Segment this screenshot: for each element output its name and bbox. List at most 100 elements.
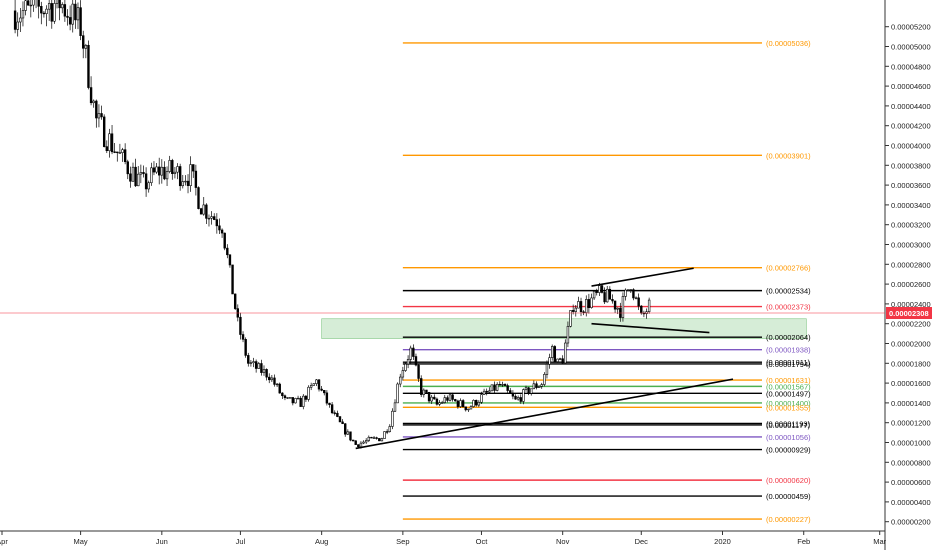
candle-body <box>315 379 318 384</box>
x-tick-label: 2020 <box>714 537 731 546</box>
y-tick-label: 0.00000200 <box>891 518 931 527</box>
candle-body <box>168 160 171 172</box>
level-label: (0.00002064) <box>766 333 811 342</box>
candle-body <box>532 383 536 390</box>
candle-body <box>574 307 577 312</box>
candle-body <box>422 389 426 395</box>
level-label: (0.00002534) <box>766 287 811 296</box>
candle-body <box>71 3 74 25</box>
candle-body <box>32 0 35 6</box>
candle-body <box>254 361 258 369</box>
candle-body <box>524 387 528 390</box>
candle-body <box>116 151 119 154</box>
x-tick-label: Jun <box>156 537 168 546</box>
level-label: (0.00003901) <box>766 151 811 160</box>
candle-body <box>351 439 355 442</box>
x-tick-label: May <box>74 537 88 546</box>
candle-body <box>511 393 515 397</box>
candle-body <box>438 402 441 405</box>
candle-body <box>171 160 174 174</box>
candle-body <box>220 229 224 234</box>
candle-body <box>587 299 591 308</box>
candle-body <box>333 412 336 414</box>
candle-body <box>304 395 308 400</box>
candle-body <box>600 285 604 293</box>
candle-body <box>632 289 635 299</box>
candle-body <box>514 395 517 400</box>
candle-body <box>621 296 625 318</box>
candle-body <box>364 440 368 443</box>
candle-body <box>446 397 449 401</box>
candle-body <box>118 152 122 154</box>
candle-body <box>540 384 543 387</box>
trendline[interactable] <box>591 267 694 287</box>
level-label: (0.00001938) <box>766 346 811 355</box>
candle-body <box>613 300 617 310</box>
candle-body <box>522 389 525 402</box>
candle-body <box>482 390 486 395</box>
y-tick-label: 0.00004600 <box>891 82 931 91</box>
candle-body <box>553 346 557 362</box>
candle-body <box>516 397 520 400</box>
x-tick-label: Feb <box>797 537 810 546</box>
level-label: (0.00005036) <box>766 39 811 48</box>
candle-body <box>160 166 164 176</box>
candle-body <box>647 299 651 312</box>
candle-body <box>330 404 334 414</box>
candle-body <box>199 208 203 215</box>
candle-body <box>569 310 572 327</box>
candle-body <box>564 342 567 364</box>
candle-body <box>443 397 446 403</box>
candle-body <box>123 149 127 163</box>
y-tick-label: 0.00001200 <box>891 419 931 428</box>
candle-body <box>262 369 266 373</box>
level-label: (0.00002373) <box>766 303 811 312</box>
candle-body <box>181 181 184 187</box>
level-label: (0.00001497) <box>766 389 811 398</box>
candle-body <box>506 385 509 391</box>
candle-body <box>233 293 237 309</box>
trendline[interactable] <box>355 378 734 450</box>
candle-body <box>50 3 53 22</box>
level-label: (0.00001811) <box>766 358 811 367</box>
candle-body <box>590 297 593 308</box>
x-tick-label: Oct <box>476 537 489 546</box>
candle-body <box>598 285 601 293</box>
candle-body <box>137 173 140 187</box>
candle-body <box>260 363 263 373</box>
candle-body <box>456 400 460 407</box>
candle-body <box>129 173 132 182</box>
candle-body <box>100 113 103 118</box>
candle-body <box>430 396 433 402</box>
x-tick-label: Mar <box>873 537 886 546</box>
candle-body <box>488 390 491 393</box>
candle-body <box>108 133 111 152</box>
y-tick-label: 0.00003200 <box>891 221 931 230</box>
candle-body <box>399 376 402 385</box>
candle-body <box>152 167 156 173</box>
candle-body <box>317 379 321 390</box>
candle-body <box>409 347 412 360</box>
y-tick-label: 0.00000400 <box>891 498 931 507</box>
candle-body <box>480 394 483 403</box>
candle-body <box>79 7 82 36</box>
candle-body <box>367 436 370 441</box>
candle-body <box>24 0 27 11</box>
level-label: (0.00001355) <box>766 403 811 412</box>
candle-body <box>349 431 352 441</box>
x-tick-label: Nov <box>556 537 570 546</box>
candle-body <box>89 87 93 104</box>
candle-body <box>213 216 216 220</box>
candle-body <box>582 311 585 313</box>
candle-body <box>105 146 109 152</box>
y-tick-label: 0.00004000 <box>891 142 931 151</box>
candle-body <box>503 384 507 386</box>
trendline[interactable] <box>591 322 710 334</box>
candle-body <box>270 377 274 381</box>
candle-body <box>459 400 462 407</box>
candle-body <box>412 347 415 357</box>
y-tick-label: 0.00000600 <box>891 478 931 487</box>
candle-body <box>427 391 431 402</box>
candle-body <box>163 166 166 180</box>
